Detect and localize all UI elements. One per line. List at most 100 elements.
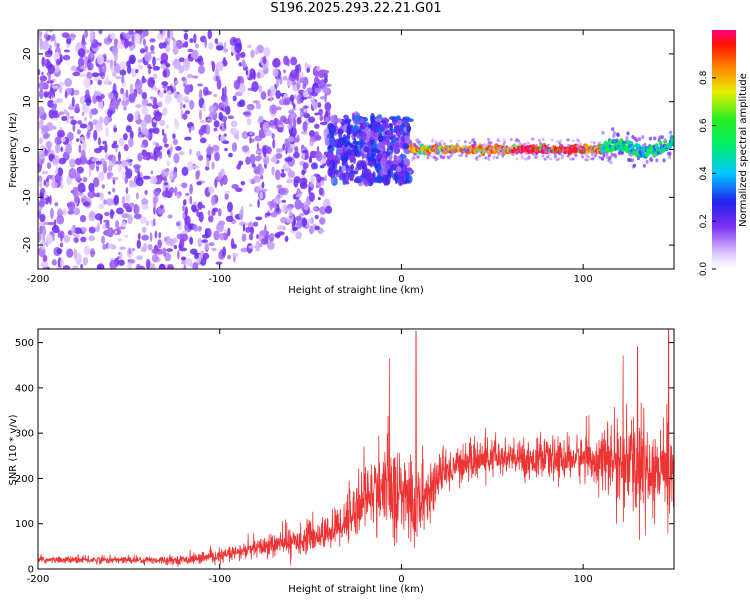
spectral-blob bbox=[247, 44, 252, 49]
carrier-halo-mark bbox=[544, 147, 548, 151]
spectral-blob bbox=[208, 242, 215, 247]
spectral-blob bbox=[348, 168, 354, 172]
spectral-blob bbox=[337, 171, 341, 177]
spectral-blob bbox=[215, 76, 220, 82]
carrier-halo-mark bbox=[514, 151, 518, 155]
spectral-blob bbox=[353, 114, 361, 123]
spectral-blob bbox=[72, 233, 80, 238]
spectral-blob bbox=[82, 201, 91, 207]
spectral-blob bbox=[38, 150, 45, 160]
spectral-blob bbox=[294, 146, 299, 153]
carrier-halo-mark bbox=[440, 139, 444, 143]
spectral-blob bbox=[152, 65, 161, 70]
wobble-mark bbox=[625, 136, 629, 141]
carrier-halo-mark bbox=[566, 154, 570, 158]
spectral-blob bbox=[366, 150, 374, 162]
carrier-halo-mark bbox=[518, 146, 522, 150]
carrier-halo-mark bbox=[442, 142, 446, 146]
spectral-blob bbox=[64, 77, 73, 87]
spectral-blob bbox=[165, 124, 169, 129]
carrier-halo-mark bbox=[411, 144, 415, 148]
carrier-halo-mark bbox=[462, 148, 466, 152]
spectral-blob bbox=[124, 175, 129, 184]
spectral-blob bbox=[324, 83, 332, 88]
spectral-blob bbox=[106, 171, 114, 178]
carrier-halo-mark bbox=[421, 151, 425, 155]
spectral-blob bbox=[174, 120, 180, 129]
spectral-blob bbox=[176, 193, 181, 200]
spectral-blob bbox=[129, 83, 134, 95]
spectral-blob bbox=[231, 142, 238, 152]
spectral-blob bbox=[284, 138, 289, 144]
spectral-blob bbox=[52, 113, 60, 119]
carrier-halo-mark bbox=[416, 137, 420, 141]
spectral-blob bbox=[182, 205, 185, 212]
spectral-blob bbox=[296, 220, 303, 229]
spectral-blob bbox=[364, 168, 372, 179]
spectral-blob bbox=[309, 192, 315, 202]
spectral-blob bbox=[85, 89, 90, 97]
spectral-blob bbox=[93, 147, 102, 154]
carrier-halo-mark bbox=[583, 148, 587, 152]
spectral-blob bbox=[173, 58, 181, 70]
carrier-halo-mark bbox=[454, 148, 458, 152]
spectral-blob bbox=[78, 57, 85, 69]
spectral-blob bbox=[134, 33, 141, 44]
spectral-blob bbox=[45, 53, 52, 58]
spectral-blob bbox=[208, 105, 215, 113]
spectral-blob bbox=[209, 112, 213, 118]
spectral-blob bbox=[182, 43, 186, 48]
spectral-blob bbox=[223, 48, 229, 53]
spectral-blob bbox=[38, 81, 45, 90]
spectral-blob bbox=[321, 69, 330, 74]
spectral-blob bbox=[363, 162, 367, 170]
spectral-blob bbox=[206, 118, 212, 122]
carrier-halo-mark bbox=[584, 158, 588, 162]
carrier-halo-mark bbox=[427, 152, 431, 156]
spectral-blob bbox=[356, 134, 360, 139]
spectral-blob bbox=[52, 100, 59, 105]
carrier-halo-mark bbox=[416, 155, 420, 159]
spectral-blob bbox=[238, 82, 246, 94]
spectral-blob bbox=[154, 110, 162, 122]
spectral-blob bbox=[39, 75, 48, 82]
spectral-blob bbox=[114, 144, 119, 149]
spectral-blob bbox=[273, 57, 281, 68]
carrier-halo-mark bbox=[434, 140, 438, 144]
wobble-mark bbox=[600, 156, 605, 161]
carrier-halo-mark bbox=[492, 147, 496, 151]
carrier-halo-mark bbox=[526, 141, 530, 145]
spectral-blob bbox=[198, 89, 203, 101]
colorbar-tick-label: 0.2 bbox=[699, 214, 709, 228]
wobble-mark bbox=[626, 131, 630, 136]
spectral-blob bbox=[300, 130, 308, 135]
spectral-blob bbox=[274, 169, 281, 181]
spectral-blob bbox=[88, 226, 96, 234]
carrier-halo-mark bbox=[590, 140, 594, 144]
spectral-blob bbox=[98, 171, 105, 181]
spectral-blob bbox=[319, 121, 328, 126]
spectral-blob bbox=[189, 195, 193, 205]
wobble-mark bbox=[611, 127, 615, 132]
spectral-blob bbox=[69, 115, 75, 120]
spectral-blob bbox=[327, 167, 333, 177]
spectral-blob bbox=[312, 101, 318, 110]
spectral-blob bbox=[151, 253, 159, 263]
spectral-blob bbox=[66, 248, 74, 258]
spectral-blob bbox=[199, 120, 207, 124]
x-tick-label: 100 bbox=[574, 274, 593, 285]
carrier-halo-mark bbox=[439, 155, 443, 159]
spectral-blob bbox=[104, 211, 110, 217]
spectral-blob bbox=[65, 143, 72, 155]
spectral-blob bbox=[152, 73, 158, 80]
spectral-blob bbox=[314, 225, 320, 231]
colorbar-tick-label: 0.6 bbox=[699, 118, 709, 133]
spectral-blob bbox=[374, 131, 379, 141]
carrier-halo-mark bbox=[455, 143, 459, 147]
spectral-blob bbox=[94, 213, 103, 221]
spectrogram-x-ticks: -200 -100 0 100 bbox=[27, 30, 593, 285]
spectral-blob bbox=[263, 46, 271, 58]
spectral-blob bbox=[381, 174, 389, 182]
carrier-halo-mark bbox=[550, 138, 554, 142]
carrier-halo-mark bbox=[436, 149, 440, 153]
